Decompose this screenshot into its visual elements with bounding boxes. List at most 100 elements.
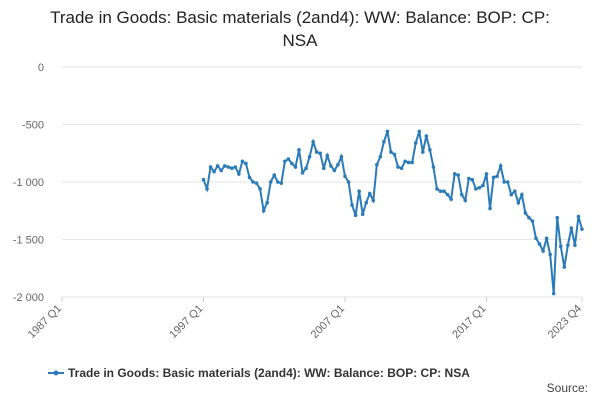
point xyxy=(286,157,291,161)
point xyxy=(205,187,209,191)
point xyxy=(569,226,574,230)
point xyxy=(509,192,514,197)
point xyxy=(403,159,407,164)
point xyxy=(551,291,556,296)
point xyxy=(576,214,581,219)
point xyxy=(456,173,460,177)
point xyxy=(449,197,453,202)
point xyxy=(452,172,457,176)
point xyxy=(297,148,301,152)
point xyxy=(364,200,369,205)
point xyxy=(350,203,354,207)
point xyxy=(325,153,330,158)
point xyxy=(304,166,308,170)
point xyxy=(367,191,372,196)
x-tick-label: 1997 Q1 xyxy=(167,303,205,341)
point xyxy=(290,161,294,166)
legend-marker xyxy=(53,370,59,376)
point xyxy=(272,173,277,177)
point xyxy=(421,150,425,154)
point xyxy=(484,172,489,176)
y-tick-label: 0 xyxy=(38,62,44,74)
point xyxy=(382,139,386,144)
point xyxy=(498,164,503,168)
x-tick-label: 1987 Q1 xyxy=(26,303,64,341)
point xyxy=(247,175,252,180)
point xyxy=(413,141,418,145)
point xyxy=(339,154,344,159)
point xyxy=(396,165,400,169)
point xyxy=(505,180,510,184)
point xyxy=(343,174,347,179)
point xyxy=(378,154,383,159)
point xyxy=(424,134,429,138)
point xyxy=(530,219,535,223)
point xyxy=(336,162,340,167)
point xyxy=(300,171,305,175)
point xyxy=(332,168,337,173)
point xyxy=(399,166,404,170)
point xyxy=(307,154,312,159)
point xyxy=(318,151,323,156)
point xyxy=(375,162,379,167)
point xyxy=(392,152,397,157)
point xyxy=(558,244,563,249)
x-tick-label: 2007 Q1 xyxy=(309,303,347,341)
y-tick-label: -1 000 xyxy=(13,177,44,189)
point xyxy=(406,160,411,165)
point xyxy=(442,189,446,193)
point xyxy=(541,249,545,253)
point xyxy=(240,159,245,164)
point xyxy=(516,200,521,205)
point xyxy=(254,181,259,185)
point xyxy=(222,164,227,168)
point xyxy=(293,165,298,169)
point xyxy=(580,227,584,231)
point xyxy=(268,180,273,184)
point xyxy=(279,181,284,185)
point xyxy=(520,192,524,197)
point xyxy=(212,169,216,174)
point xyxy=(219,168,223,173)
point xyxy=(275,180,280,184)
point xyxy=(481,183,485,188)
point xyxy=(258,187,262,191)
point xyxy=(314,150,319,154)
point xyxy=(523,211,528,215)
point xyxy=(346,180,351,184)
point xyxy=(357,189,361,193)
chart-title: Trade in Goods: Basic materials (2and4):… xyxy=(50,8,550,50)
point xyxy=(244,161,248,166)
y-tick-label: -2 000 xyxy=(13,292,44,304)
point xyxy=(233,165,238,169)
legend-item: Trade in Goods: Basic materials (2and4):… xyxy=(48,366,470,380)
legend-label: Trade in Goods: Basic materials (2and4):… xyxy=(68,366,470,380)
point xyxy=(512,189,517,193)
point xyxy=(201,177,206,182)
point xyxy=(544,236,549,241)
point xyxy=(251,180,255,184)
point xyxy=(562,265,567,269)
point xyxy=(459,192,464,197)
point xyxy=(389,150,393,154)
point xyxy=(435,187,439,191)
point xyxy=(265,200,269,205)
point xyxy=(445,192,450,197)
point xyxy=(208,165,213,169)
point xyxy=(463,198,468,203)
point xyxy=(237,172,241,176)
point xyxy=(229,166,234,170)
source: Source: xyxy=(547,381,588,395)
point xyxy=(488,206,492,211)
point xyxy=(555,215,560,220)
x-tick-label: 2023 Q4 xyxy=(546,303,584,341)
point xyxy=(321,166,326,170)
x-tick-label: 2017 Q1 xyxy=(450,303,488,341)
point xyxy=(283,159,287,164)
point xyxy=(360,212,365,216)
point xyxy=(329,164,333,168)
point xyxy=(428,148,432,152)
point xyxy=(226,165,231,169)
